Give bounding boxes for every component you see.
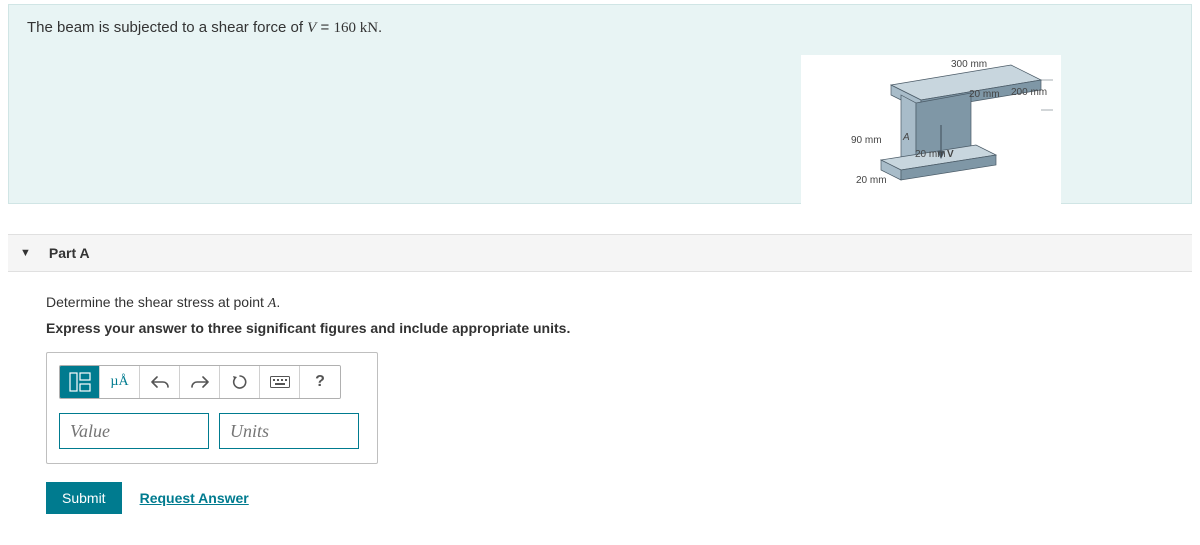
help-button[interactable]: ? xyxy=(300,365,340,399)
submit-button[interactable]: Submit xyxy=(46,482,122,514)
problem-value: 160 kN xyxy=(333,20,378,36)
request-answer-link[interactable]: Request Answer xyxy=(140,490,249,506)
help-icon: ? xyxy=(315,373,325,391)
diagram-point-a: A xyxy=(902,132,910,143)
undo-icon xyxy=(151,375,169,389)
reset-icon xyxy=(232,374,248,390)
dim-web-thk: 20 mm xyxy=(915,149,946,160)
problem-statement-panel: The beam is subjected to a shear force o… xyxy=(8,4,1192,204)
answer-box: µÅ ? xyxy=(46,352,378,464)
value-input[interactable] xyxy=(59,413,209,449)
keyboard-button[interactable] xyxy=(260,365,300,399)
equation-toolbar: µÅ ? xyxy=(59,365,341,399)
problem-variable: V xyxy=(307,20,316,36)
undo-button[interactable] xyxy=(140,365,180,399)
dim-top-flange-len: 300 mm xyxy=(951,59,987,70)
question-text: Determine the shear stress at point A. xyxy=(46,294,1200,312)
template-button[interactable] xyxy=(60,365,100,399)
micro-angstrom-label: µÅ xyxy=(110,374,128,390)
problem-text: The beam is subjected to a shear force o… xyxy=(27,17,1173,39)
keyboard-icon xyxy=(270,376,290,388)
problem-prefix: The beam is subjected to a shear force o… xyxy=(27,19,307,36)
question-instruction: Express your answer to three significant… xyxy=(46,320,1200,336)
action-row: Submit Request Answer xyxy=(46,482,1200,514)
dim-top-flange-thk: 20 mm xyxy=(969,89,1000,100)
dim-web-width: 90 mm xyxy=(851,135,882,146)
dim-right-height: 200 mm xyxy=(1011,87,1047,98)
question-suffix: . xyxy=(276,294,280,310)
reset-button[interactable] xyxy=(220,365,260,399)
dim-shear-v: V xyxy=(947,149,954,160)
question-prefix: Determine the shear stress at point xyxy=(46,294,268,310)
dim-bot-flange-thk: 20 mm xyxy=(856,175,887,186)
part-a-header[interactable]: ▼ Part A xyxy=(8,234,1192,272)
redo-button[interactable] xyxy=(180,365,220,399)
part-a-body: Determine the shear stress at point A. E… xyxy=(0,294,1200,514)
units-input[interactable] xyxy=(219,413,359,449)
part-a-label: Part A xyxy=(49,245,90,261)
problem-suffix: . xyxy=(378,19,382,36)
beam-diagram: A 300 mm 20 mm 200 mm 90 mm 20 mm V 20 m… xyxy=(801,55,1061,205)
problem-equals: = xyxy=(316,19,333,36)
collapse-caret-icon: ▼ xyxy=(20,247,31,259)
special-char-button[interactable]: µÅ xyxy=(100,365,140,399)
redo-icon xyxy=(191,375,209,389)
answer-inputs xyxy=(59,413,365,449)
fraction-template-icon xyxy=(69,372,91,392)
